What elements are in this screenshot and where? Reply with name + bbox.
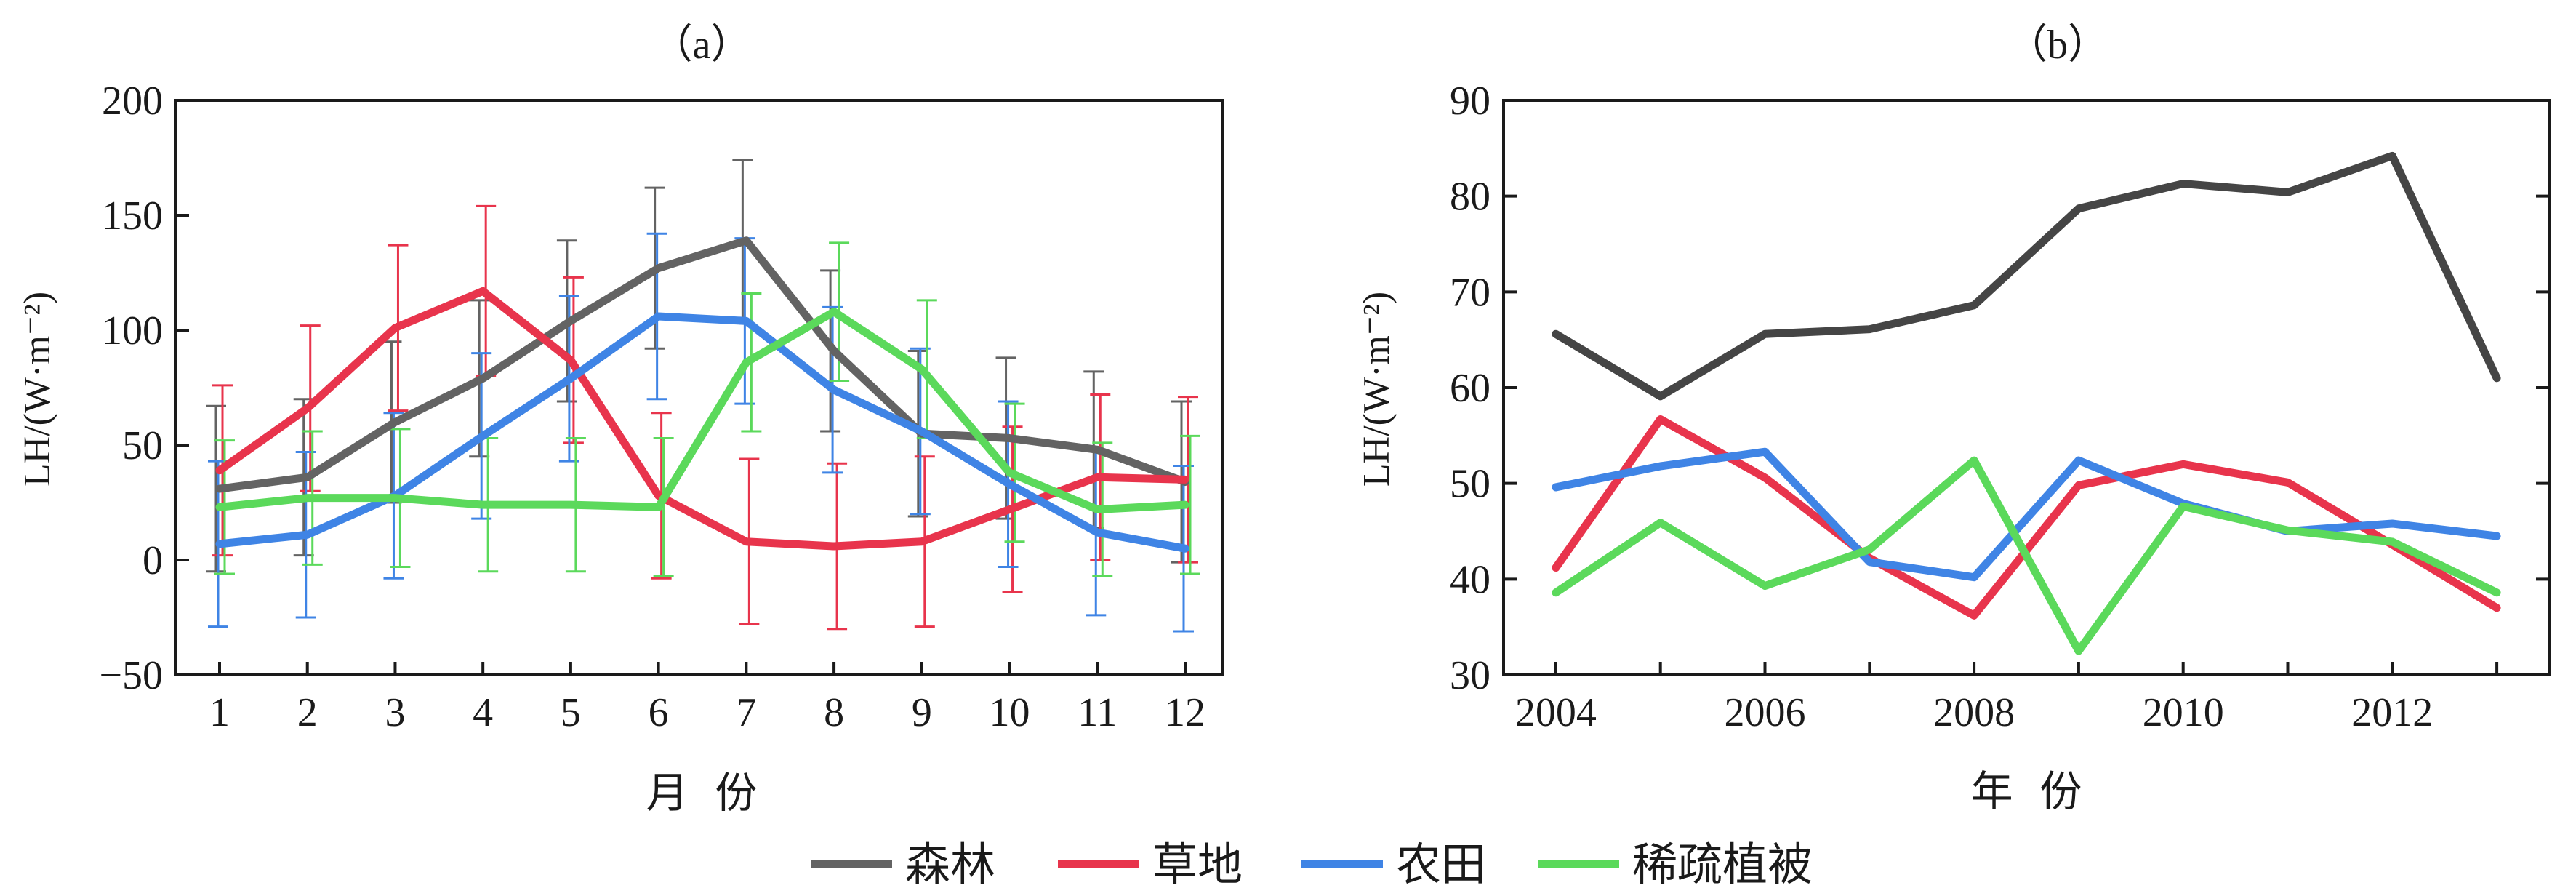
chart-b-series-line [1552, 456, 2501, 655]
chart-a-plot-frame [174, 99, 1224, 676]
chart-a-x-tick-label: 3 [385, 690, 405, 735]
chart-b-y-tick-label: 50 [1450, 462, 1490, 507]
chart-b-y-tick-label: 30 [1450, 653, 1490, 698]
chart-b-y-tick-label: 80 [1450, 175, 1490, 220]
chart-a-x-axis-label: 月 份 [646, 768, 758, 817]
chart-a-y-tick-label: 50 [122, 423, 163, 468]
chart-b-y-tick-label: 40 [1450, 557, 1490, 602]
chart-b-x-tick-label: 2012 [2351, 690, 2433, 735]
legend-label: 稀疏植被 [1632, 838, 1813, 891]
chart-a-y-tick-label: −50 [99, 653, 163, 698]
chart-a-x-tick-label: 11 [1078, 690, 1117, 735]
chart-a-x-tick-label: 2 [297, 690, 318, 735]
chart-a-x-tick-label: 8 [824, 690, 844, 735]
chart-a-x-tick-label: 7 [736, 690, 756, 735]
chart-a-y-tick-label: 0 [143, 538, 163, 583]
legend-label: 草地 [1152, 838, 1243, 891]
chart-a-x-tick-label: 4 [473, 690, 493, 735]
chart-a-series-line [215, 236, 1189, 493]
chart-a-y-tick-label: 150 [102, 193, 163, 239]
chart-a-x-tick-label: 10 [990, 690, 1030, 735]
chart-b-y-tick-label: 90 [1450, 79, 1490, 124]
chart-a-x-tick-label: 6 [649, 690, 669, 735]
legend: 森林 草地 农田 稀疏植被 [811, 838, 1813, 891]
chart-a-x-tick-label: 5 [561, 690, 581, 735]
chart-a-x-tick-label: 1 [209, 690, 230, 735]
chart-a-series-line [215, 312, 1189, 553]
chart-b-x-tick-label: 2004 [1515, 690, 1597, 735]
chart-b-y-tick-label: 60 [1450, 366, 1490, 411]
chart-b-title: （b） [2007, 23, 2108, 68]
chart-a-y-axis-label: LH/(W·m⁻²) [17, 292, 58, 487]
chart-a-title: （a） [652, 23, 752, 68]
chart-b-y-axis-label: LH/(W·m⁻²) [1356, 292, 1397, 487]
chart-b-x-tick-label: 2008 [1933, 690, 2015, 735]
chart-b-plot-frame [1502, 99, 2551, 676]
chart-a-x-tick-label: 9 [912, 690, 932, 735]
chart-b-y-tick-label: 70 [1450, 270, 1490, 315]
chart-b-x-axis-label: 年 份 [1971, 767, 2082, 816]
chart-a-y-tick-label: 200 [102, 79, 163, 124]
chart-b-x-tick-label: 2010 [2143, 690, 2224, 735]
chart-b-series-line [1552, 447, 2501, 582]
chart-a-series-line [215, 287, 1189, 551]
chart-a-y-tick-label: 100 [102, 308, 163, 353]
legend-label: 农田 [1396, 838, 1486, 891]
legend-label: 森林 [905, 838, 995, 891]
chart-a-series-line [215, 308, 1189, 513]
chart-b-series-line [1552, 151, 2501, 401]
chart-b-x-tick-label: 2006 [1725, 690, 1806, 735]
chart-a-x-tick-label: 12 [1165, 690, 1205, 735]
